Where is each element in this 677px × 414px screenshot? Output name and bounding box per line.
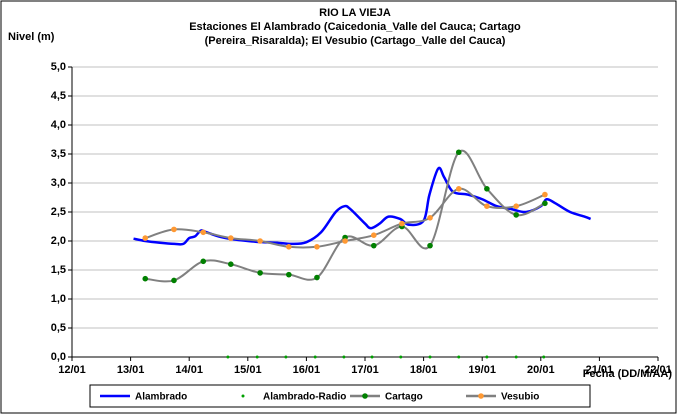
y-tick-label: 0,0	[51, 351, 66, 363]
legend-label: Alambrado	[135, 392, 187, 403]
x-tick-label: 12/01	[58, 364, 86, 376]
x-tick-label: 21/01	[586, 364, 614, 376]
point	[370, 355, 374, 359]
x-tick-label: 14/01	[175, 364, 203, 376]
legend-marker	[478, 393, 484, 399]
legend-box	[89, 384, 591, 408]
x-axis-label: Fecha (DD/M/AA)	[583, 368, 673, 380]
point	[484, 203, 490, 209]
point	[171, 277, 177, 284]
point	[226, 355, 230, 359]
point	[257, 270, 263, 276]
point	[427, 215, 433, 221]
y-tick-label: 4,0	[51, 119, 66, 131]
y-tick-label: 1,0	[51, 293, 66, 305]
y-tick-label: 2,0	[51, 235, 66, 247]
x-tick-label: 22/01	[644, 364, 672, 376]
point	[542, 191, 548, 198]
point	[200, 229, 207, 236]
x-tick-label: 20/01	[527, 364, 555, 376]
x-tick-label: 16/01	[293, 364, 321, 376]
x-tick-label: 18/01	[410, 364, 438, 376]
y-axis-label: Nivel (m)	[8, 31, 55, 43]
point	[457, 355, 461, 359]
y-tick-label: 3,5	[51, 148, 66, 160]
point	[284, 355, 288, 359]
point	[542, 200, 548, 207]
legend-label: Alambrado-Radio	[263, 392, 346, 403]
point	[542, 355, 546, 359]
point	[370, 242, 377, 249]
x-tick-label: 15/01	[234, 364, 262, 376]
point	[484, 186, 490, 192]
legend-label: Cartago	[385, 392, 423, 403]
point	[314, 274, 320, 281]
point	[228, 235, 234, 241]
point	[313, 355, 317, 359]
series-line	[133, 166, 592, 246]
point	[342, 355, 346, 359]
point	[171, 226, 177, 233]
point	[514, 355, 518, 359]
point	[428, 355, 432, 359]
point	[255, 355, 259, 359]
point	[286, 271, 292, 278]
y-tick-label: 2,5	[51, 206, 66, 218]
legend-marker	[241, 394, 245, 398]
point	[455, 186, 462, 192]
point	[200, 258, 207, 265]
x-tick-label: 17/01	[351, 364, 379, 376]
legend-label: Vesubio	[501, 392, 539, 403]
series-line	[145, 149, 546, 283]
point	[513, 203, 519, 209]
y-tick-label: 4,5	[51, 90, 66, 102]
point	[399, 355, 403, 359]
point	[314, 244, 320, 250]
legend-marker	[362, 393, 368, 399]
title-line: Estaciones El Alambrado (Caicedonia_Vall…	[189, 21, 521, 33]
point	[286, 244, 292, 250]
x-tick-label: 13/01	[117, 364, 145, 376]
y-tick-label: 1,5	[51, 264, 66, 276]
x-tick-label: 19/01	[468, 364, 496, 376]
title-line: (Pereira_Risaralda); El Vesubio (Cartago…	[205, 35, 506, 47]
y-tick-label: 5,0	[51, 61, 66, 73]
point	[485, 355, 489, 359]
point	[513, 212, 519, 218]
y-tick-label: 0,5	[51, 322, 66, 334]
y-tick-label: 3,0	[51, 177, 66, 189]
title-line: RIO LA VIEJA	[319, 7, 391, 19]
point	[370, 232, 377, 238]
point	[228, 261, 234, 268]
point	[399, 220, 405, 227]
point	[142, 275, 149, 282]
point	[427, 242, 433, 249]
point	[142, 235, 149, 241]
point	[455, 149, 462, 156]
point	[342, 238, 348, 244]
point	[257, 238, 263, 244]
